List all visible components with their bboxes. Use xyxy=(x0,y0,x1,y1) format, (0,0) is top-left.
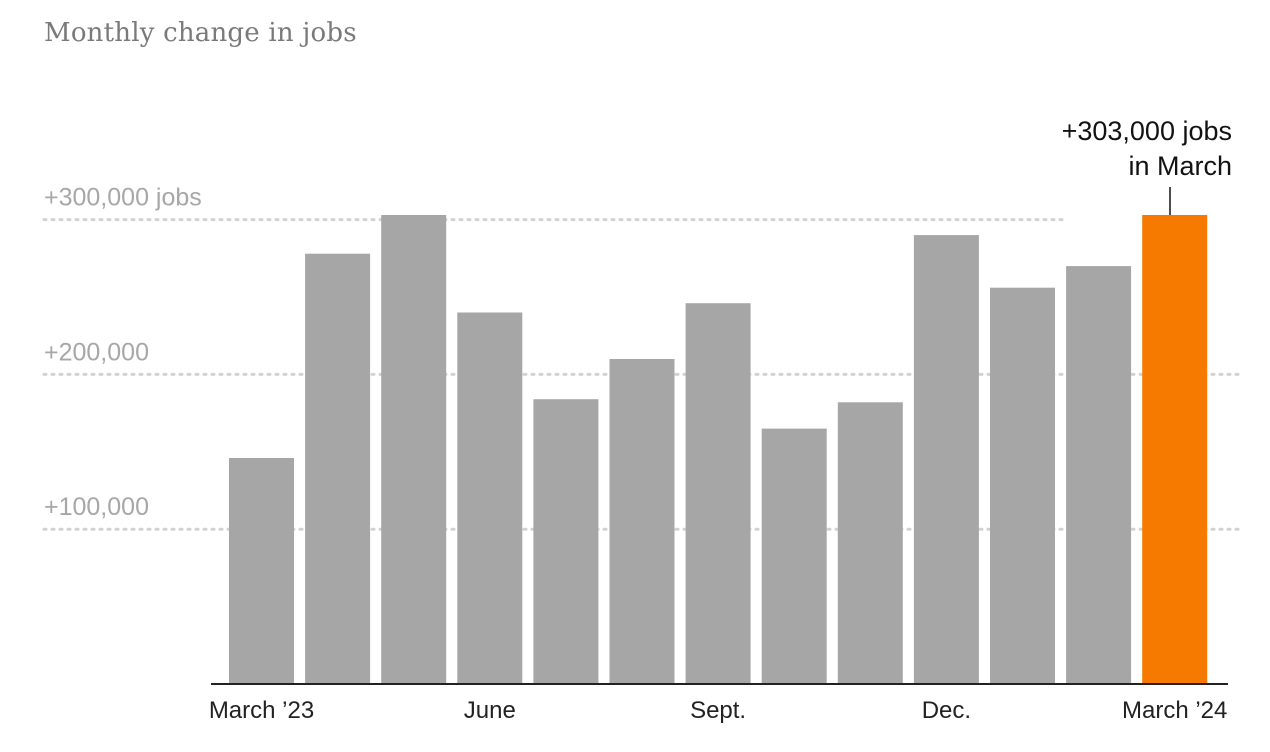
x-tick-labels: March ’23 June Sept. Dec. March ’24 xyxy=(209,697,1228,724)
annotation-line-1: +303,000 jobs xyxy=(1062,116,1232,146)
x-tick-label: June xyxy=(464,697,516,724)
x-tick-label: Dec. xyxy=(922,697,971,724)
y-tick-label: +300,000 jobs xyxy=(44,184,202,212)
bar xyxy=(305,253,371,684)
y-tick-labels: +300,000 jobs +200,000 +100,000 xyxy=(44,184,202,522)
y-tick-label: +100,000 xyxy=(44,493,149,521)
bar xyxy=(533,399,599,684)
bar xyxy=(229,458,294,684)
bars xyxy=(229,215,1208,684)
bar xyxy=(913,235,979,684)
bar xyxy=(609,359,675,684)
x-tick-label: Sept. xyxy=(690,697,746,724)
y-tick-label: +200,000 xyxy=(44,338,149,366)
chart-title: Monthly change in jobs xyxy=(44,18,357,48)
bar xyxy=(761,428,827,684)
bar-highlight xyxy=(1142,215,1208,684)
bar xyxy=(457,312,523,684)
bar xyxy=(990,287,1055,684)
bar xyxy=(381,215,447,684)
x-tick-label: March ’24 xyxy=(1122,697,1227,724)
x-tick-label: March ’23 xyxy=(209,697,314,724)
bar xyxy=(1066,266,1132,684)
annotation-line-2: in March xyxy=(1128,151,1232,181)
highlight-annotation: +303,000 jobs in March xyxy=(1062,116,1232,215)
bar xyxy=(685,303,751,684)
bar xyxy=(837,402,903,684)
